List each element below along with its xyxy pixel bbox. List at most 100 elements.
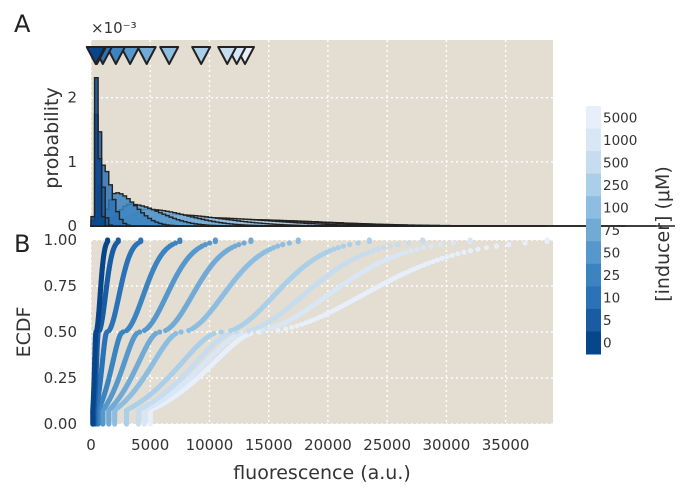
ecdf-point — [439, 255, 445, 261]
ecdf-point — [172, 240, 179, 246]
ecdf-point — [153, 330, 159, 337]
y-tick-label: 2 — [67, 89, 77, 107]
histogram-y-ticks: 0 1 2 — [67, 89, 77, 235]
x-tick-label: 30000 — [423, 436, 471, 454]
y-scale-multiplier: ×10⁻³ — [91, 19, 137, 37]
colorbar-tick-label: 10 — [603, 291, 620, 307]
x-tick-label: 20000 — [304, 436, 352, 454]
ecdf-point — [266, 326, 272, 332]
ecdf-point — [248, 237, 254, 243]
ecdf-point — [104, 237, 111, 243]
ecdf-point — [420, 237, 426, 243]
mean-marker-75 — [136, 46, 157, 65]
ecdf-series-50 — [100, 237, 218, 427]
colorbar-tick-label: 25 — [603, 268, 620, 284]
ecdf-y-label: ECDF — [13, 307, 35, 358]
ecdf-point — [375, 246, 381, 252]
colorbar-tick-label: 500 — [603, 155, 629, 171]
ecdf-point — [286, 240, 292, 246]
ecdf-point — [157, 329, 163, 335]
ecdf-point — [467, 237, 473, 243]
ecdf-point — [449, 252, 455, 258]
ecdf-point — [467, 248, 474, 254]
colorbar-label: [inducer] (μM) — [652, 166, 674, 302]
ecdf-point — [408, 248, 414, 254]
colorbar-cell — [586, 331, 601, 355]
ecdf-point — [295, 237, 301, 243]
ecdf-point — [275, 327, 281, 334]
mean-marker-25 — [105, 46, 126, 65]
ecdf-point — [522, 240, 528, 246]
panel-a-label: A — [14, 10, 31, 38]
ecdf-series-10 — [93, 237, 144, 427]
ecdf-point — [289, 324, 295, 330]
ecdf-point — [506, 242, 512, 248]
ecdf-point — [422, 261, 428, 268]
ecdf-point — [347, 242, 353, 248]
colorbar-cell — [586, 241, 601, 265]
x-tick-label: 5000 — [131, 436, 169, 454]
colorbar-cell — [586, 286, 601, 310]
y-tick-label: 0.75 — [44, 277, 77, 295]
ecdf-point — [246, 327, 252, 334]
ecdf-point — [387, 243, 393, 249]
y-tick-label: 0.00 — [44, 415, 77, 433]
x-tick-label: 10000 — [186, 436, 234, 454]
ecdf-point — [178, 329, 184, 335]
ecdf-point — [426, 260, 432, 266]
ecdf-point — [138, 237, 144, 243]
ecdf-point — [251, 326, 257, 332]
y-tick-label: 0 — [67, 217, 77, 235]
ecdf-y-ticks: 0.00 0.25 0.50 0.75 1.00 — [44, 231, 77, 433]
mean-marker-50 — [120, 46, 141, 65]
mean-marker-250 — [191, 46, 212, 65]
ecdf-point — [340, 243, 346, 249]
colorbar-tick-label: 0 — [603, 336, 612, 352]
ecdf-point — [218, 329, 224, 335]
mean-marker-500 — [217, 46, 238, 65]
ecdf-point — [395, 242, 401, 248]
ecdf-point — [211, 330, 217, 337]
ecdf-point — [414, 246, 420, 252]
ecdf-point — [475, 246, 481, 252]
ecdf-point — [207, 240, 213, 246]
ecdf-point — [271, 245, 277, 251]
x-tick-label: 25000 — [363, 436, 411, 454]
panel-b-label: B — [14, 230, 30, 258]
ecdf-series-0 — [90, 237, 111, 427]
ecdf-point — [394, 252, 400, 258]
colorbar-cell — [586, 308, 601, 332]
colorbar-cell — [586, 196, 601, 220]
ecdf-point — [444, 254, 450, 260]
ecdf-point — [428, 243, 434, 249]
colorbar-cell — [586, 106, 601, 130]
ecdf-series-250 — [123, 237, 372, 427]
panel-a: A 0 1 2 ×10⁻³ probability — [14, 10, 676, 235]
colorbar-cell — [586, 218, 601, 242]
ecdf-point — [370, 248, 376, 254]
colorbar-tick-label: 75 — [603, 223, 620, 239]
ecdf-point — [437, 242, 444, 248]
ecdf-point — [280, 242, 286, 248]
ecdf-point — [294, 323, 300, 329]
colorbar-tick-label: 250 — [603, 178, 629, 194]
ecdf-point — [390, 254, 396, 260]
ecdf-point — [483, 245, 490, 251]
ecdf-point — [202, 242, 208, 248]
ecdf-series-5000 — [147, 237, 550, 427]
x-tick-label: 0 — [86, 436, 96, 454]
x-tick-label: 35000 — [482, 436, 530, 454]
ecdf-point — [232, 243, 238, 249]
ecdf-point — [331, 246, 337, 252]
colorbar-cells — [586, 106, 601, 355]
ecdf-point — [212, 237, 218, 243]
ecdf-series-75 — [106, 237, 254, 427]
ecdf-point — [434, 257, 441, 263]
ecdf-point — [271, 324, 277, 330]
y-tick-label: 0.50 — [44, 323, 77, 341]
y-tick-label: 0.25 — [44, 369, 77, 387]
ecdf-point — [430, 258, 436, 265]
ecdf-point — [398, 251, 404, 257]
colorbar-tick-label: 1000 — [603, 133, 637, 149]
